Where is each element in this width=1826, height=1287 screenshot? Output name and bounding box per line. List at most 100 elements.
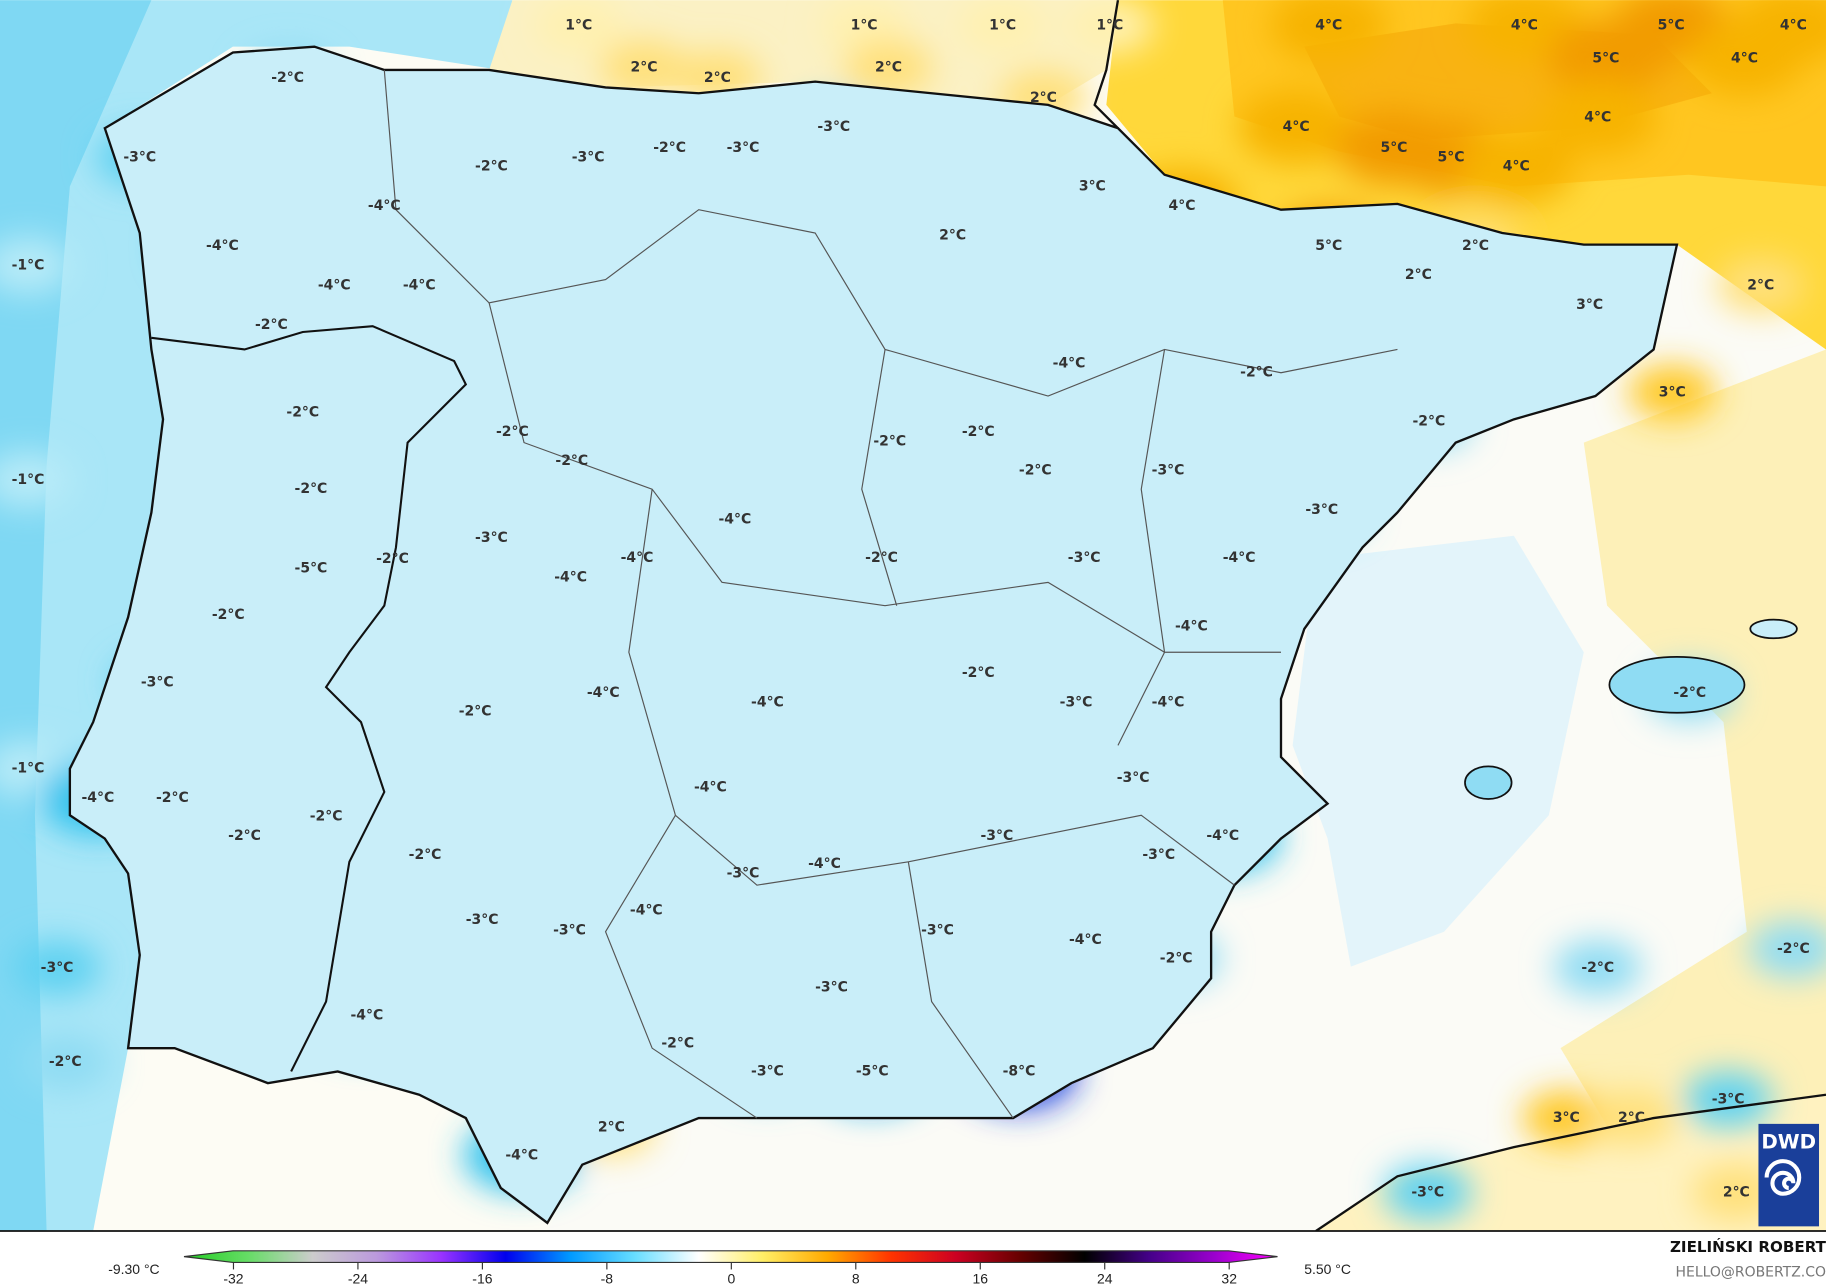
colorbar-tick-label: 24 [1097,1270,1113,1286]
temperature-label: -2°C [1581,960,1614,976]
temperature-label: -2°C [555,453,588,469]
temperature-label: -4°C [554,570,587,586]
temperature-label: -3°C [1152,463,1185,479]
temperature-label: -3°C [1411,1185,1444,1201]
colorbar-tick-label: -16 [472,1270,492,1286]
temperature-label: -4°C [751,694,784,710]
temperature-label: 2°C [1723,1185,1750,1201]
temperature-label: 4°C [1780,18,1807,34]
colorbar-tick-label: 32 [1221,1270,1237,1286]
france-coast [1093,0,1120,130]
temperature-label: -2°C [962,424,995,440]
temperature-label: -5°C [295,560,328,576]
temperature-label: -5°C [856,1063,889,1079]
temperature-label: -4°C [621,550,654,566]
temperature-label: -4°C [81,790,114,806]
temperature-label: -4°C [808,856,841,872]
min-value-label: -9.30 °C [108,1261,159,1277]
temperature-label: -3°C [123,149,156,165]
temperature-label: -3°C [1117,770,1150,786]
temperature-label: 1°C [1096,18,1123,34]
temperature-area [1716,257,1806,314]
svg-text:DWD: DWD [1761,1130,1816,1153]
temperature-area [1628,364,1717,421]
temperature-label: -4°C [1175,619,1208,635]
colorbar-tick-label: -24 [348,1270,368,1286]
temperature-area [1686,21,1803,96]
temperature-label: -3°C [815,980,848,996]
temperature-label: -3°C [817,119,850,135]
temperature-area [20,1034,110,1091]
temperature-label: -2°C [475,159,508,175]
temperature-area [844,39,933,96]
temperature-label: -2°C [1413,414,1446,430]
atlantic-ocean [0,0,513,1232]
temperature-label: -2°C [459,704,492,720]
temperature-label: -2°C [496,424,529,440]
colorbar-tick-label: -32 [223,1270,243,1286]
temperature-label: 5°C [1380,140,1407,156]
temperature-label: -3°C [980,828,1013,844]
temperature-label: -4°C [368,198,401,214]
region-borders [383,69,1398,1119]
temperature-area [1553,939,1643,996]
temperature-label: -3°C [751,1063,784,1079]
temperature-label: 1°C [989,18,1016,34]
temperature-label: -3°C [1142,847,1175,863]
temperature-label: -2°C [409,847,442,863]
ibiza [1464,765,1513,800]
temperature-label: 3°C [1659,385,1686,401]
mediterranean-sea [547,244,1826,1232]
temperature-label: 3°C [1576,297,1603,313]
temperature-label: -2°C [1777,941,1810,957]
temperature-area [534,0,624,54]
colorbar-tick-label: 8 [852,1270,860,1286]
temperature-area [1383,1164,1472,1221]
temperature-label: -2°C [873,433,906,449]
temperature-label: -4°C [587,685,620,701]
temperature-label: -2°C [255,317,288,333]
temperature-area [1749,921,1826,978]
temperature-label: 4°C [1503,159,1530,175]
temperature-label: 2°C [939,227,966,243]
temperature-label: -2°C [156,790,189,806]
temperature-label: -2°C [1160,951,1193,967]
max-value-label: 5.50 °C [1304,1261,1351,1277]
temperature-label: -3°C [1305,502,1338,518]
temperature-label: 2°C [1618,1110,1645,1126]
temperature-label: 2°C [1747,277,1774,293]
temperature-label: -4°C [1223,550,1256,566]
colorbar-tick-label: -8 [601,1270,614,1286]
temperature-area [1692,1164,1781,1221]
temperature-area [1587,1090,1676,1146]
temperature-label: -4°C [1206,828,1239,844]
temperature-label: -2°C [271,70,304,86]
temperature-label: -4°C [206,238,239,254]
portugal-spain-border [151,325,468,1072]
temperature-label: -1°C [12,472,45,488]
temperature-area [1539,80,1656,155]
temperature-label: -2°C [228,828,261,844]
temperature-label: 2°C [598,1119,625,1135]
temperature-label: 3°C [1079,178,1106,194]
temperature-label: -2°C [376,551,409,567]
temperature-area [599,39,689,96]
temperature-area [1065,0,1155,54]
temperature-label: -2°C [49,1054,82,1070]
temperature-label: 2°C [631,60,658,76]
temperature-label: -2°C [1673,685,1706,701]
temperature-area [1683,1071,1773,1128]
temperature-label: -3°C [1060,694,1093,710]
temperature-label: 4°C [1169,198,1196,214]
temperature-label: -3°C [41,960,74,976]
temperature-label: -4°C [1053,355,1086,371]
africa-coast [1315,1093,1826,1232]
temperature-label: -4°C [403,277,436,293]
temperature-label: -2°C [865,550,898,566]
temperature-label: -3°C [572,149,605,165]
temperature-label: -4°C [505,1147,538,1163]
temperature-label: -3°C [475,530,508,546]
temperature-label: 2°C [1405,267,1432,283]
temperature-label: -3°C [1712,1091,1745,1107]
temperature-label: -3°C [1068,550,1101,566]
